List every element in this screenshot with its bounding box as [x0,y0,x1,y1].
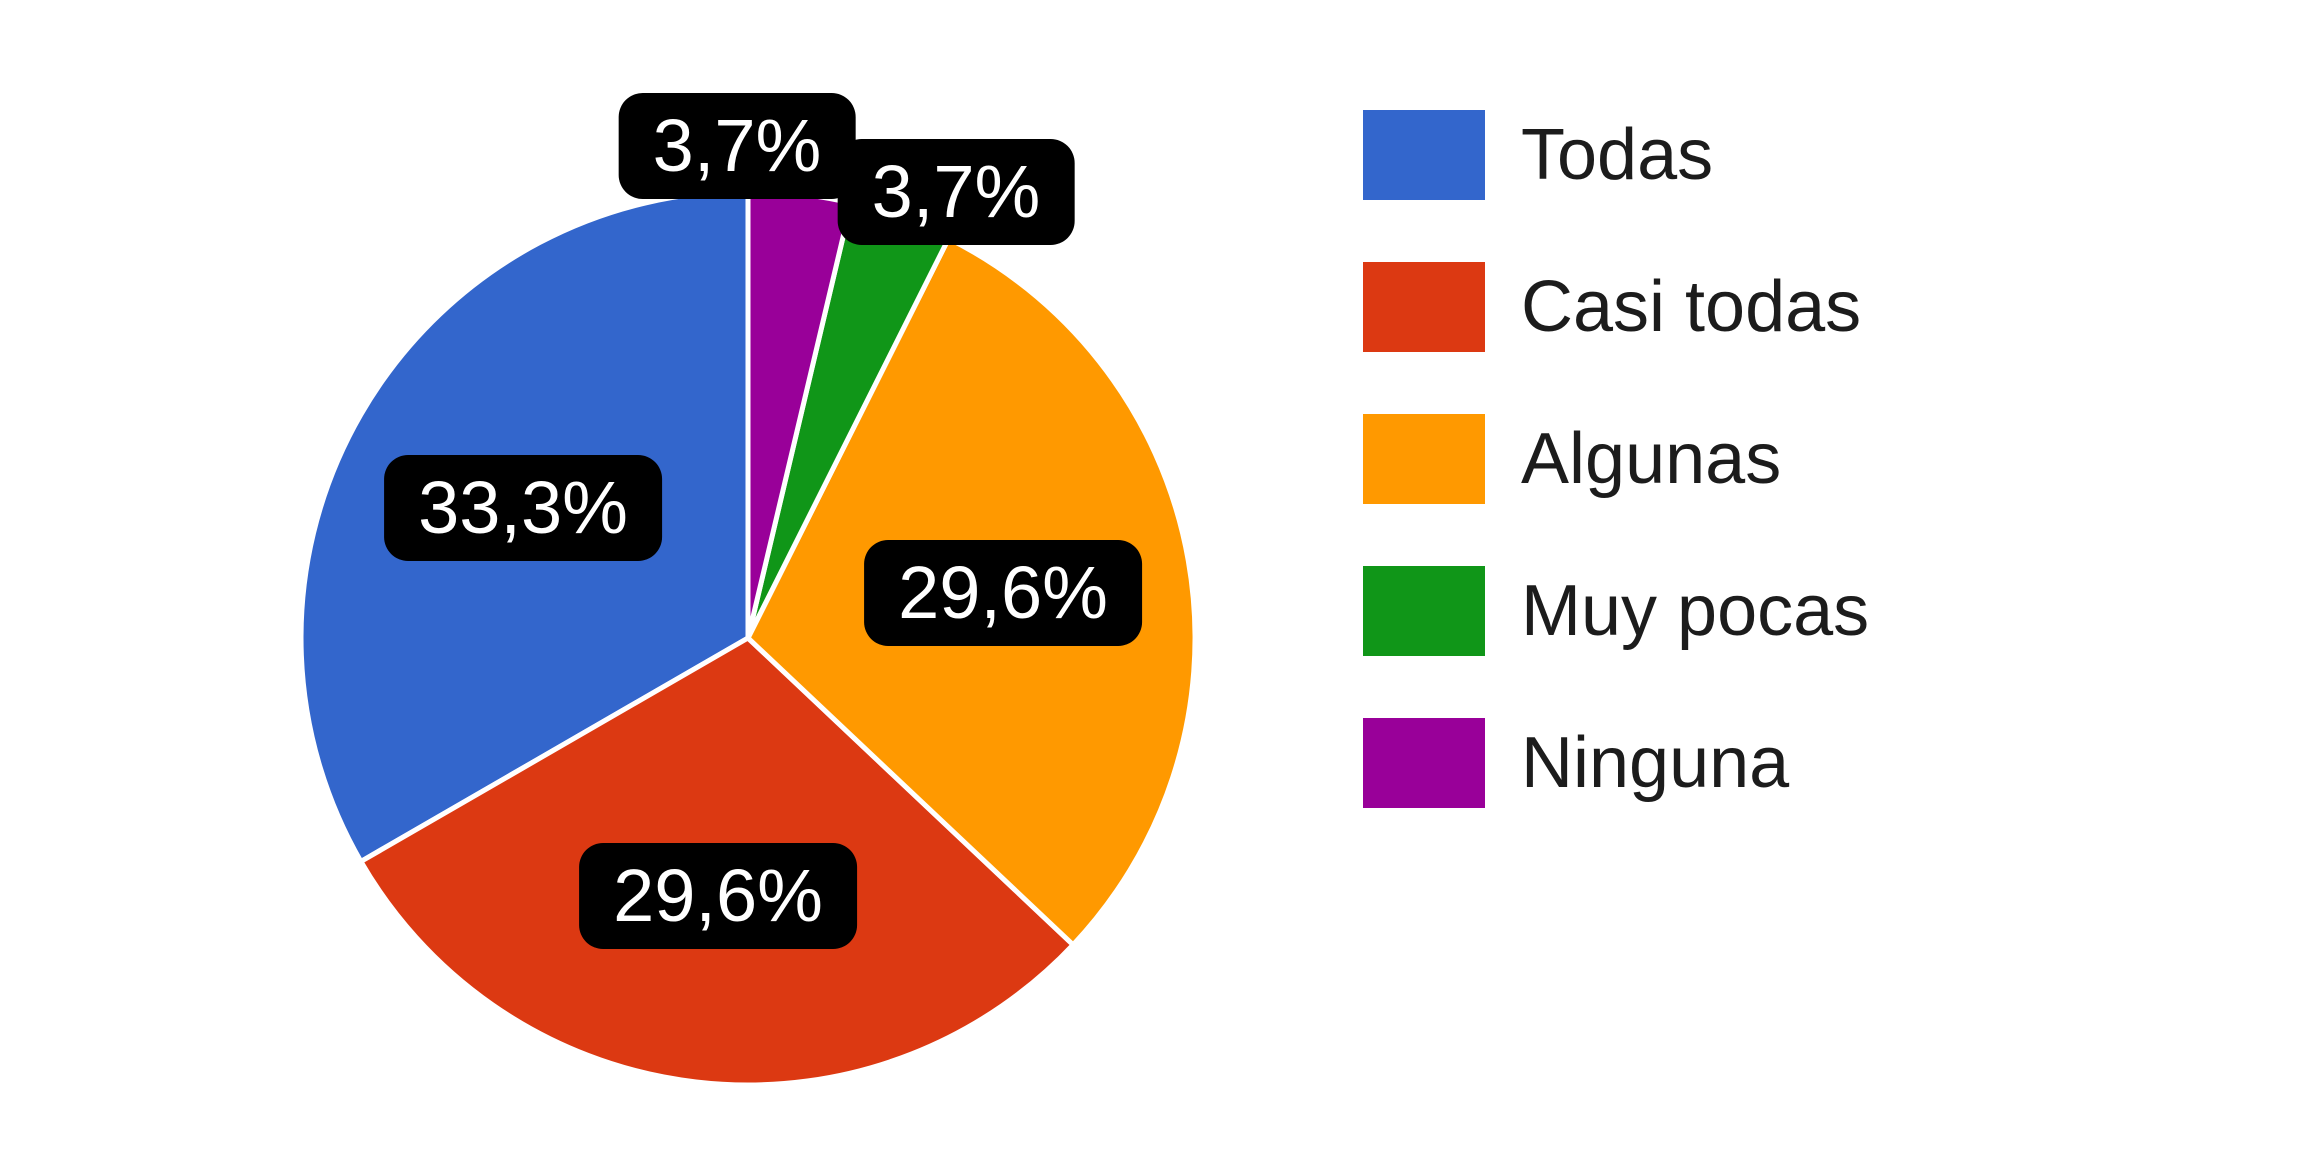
legend-label: Muy pocas [1521,571,1870,651]
legend-label: Todas [1521,115,1714,195]
pie-label-badge-algunas: 29,6% [864,540,1142,646]
legend-label: Casi todas [1521,267,1862,347]
legend-item-algunas: Algunas [1363,414,1869,504]
legend-swatch-algunas [1363,414,1485,504]
legend-swatch-ninguna [1363,718,1485,808]
pie-label-badge-ninguna: 3,7% [618,93,856,199]
legend-item-casi-todas: Casi todas [1363,262,1869,352]
legend-swatch-muy-pocas [1363,566,1485,656]
legend-item-todas: Todas [1363,110,1869,200]
pie-label-badge-muy-pocas: 3,7% [837,139,1075,245]
legend-item-muy-pocas: Muy pocas [1363,566,1869,656]
legend: Todas Casi todas Algunas Muy pocas Ninguna [1363,110,1869,808]
legend-label: Algunas [1521,419,1782,499]
legend-label: Ninguna [1521,723,1790,803]
legend-swatch-casi-todas [1363,262,1485,352]
legend-swatch-todas [1363,110,1485,200]
legend-item-ninguna: Ninguna [1363,718,1869,808]
pie-label-badge-todas: 33,3% [384,455,662,561]
pie-label-badge-casi-todas: 29,6% [579,843,857,949]
